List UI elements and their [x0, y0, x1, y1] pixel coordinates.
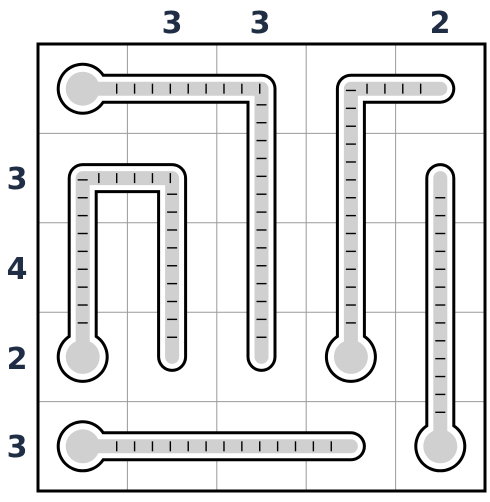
row-clue-4: 3	[6, 430, 28, 465]
column-clue-2: 3	[249, 6, 271, 41]
thermometer-bulb	[65, 71, 100, 106]
column-clue-4: 2	[429, 6, 451, 41]
row-clue-3: 2	[6, 342, 28, 377]
thermometer-bulb	[65, 339, 100, 374]
thermometer	[324, 73, 456, 383]
thermometers-layer	[56, 62, 467, 473]
thermometer	[56, 163, 188, 383]
thermometer	[56, 62, 277, 372]
column-clue-1: 3	[161, 6, 183, 41]
thermometer-tube	[75, 171, 180, 364]
thermometer	[414, 163, 467, 473]
row-clue-2: 4	[6, 252, 28, 287]
board-border	[36, 42, 487, 493]
cells-layer	[38, 44, 485, 491]
thermometer-tube	[75, 81, 269, 364]
row-clue-1: 3	[6, 162, 28, 197]
thermometer-bulb	[65, 429, 100, 464]
thermometer-tube	[343, 81, 448, 364]
thermometer	[56, 420, 366, 473]
thermometer-bulb	[423, 429, 458, 464]
thermometer-bulb	[333, 339, 368, 374]
